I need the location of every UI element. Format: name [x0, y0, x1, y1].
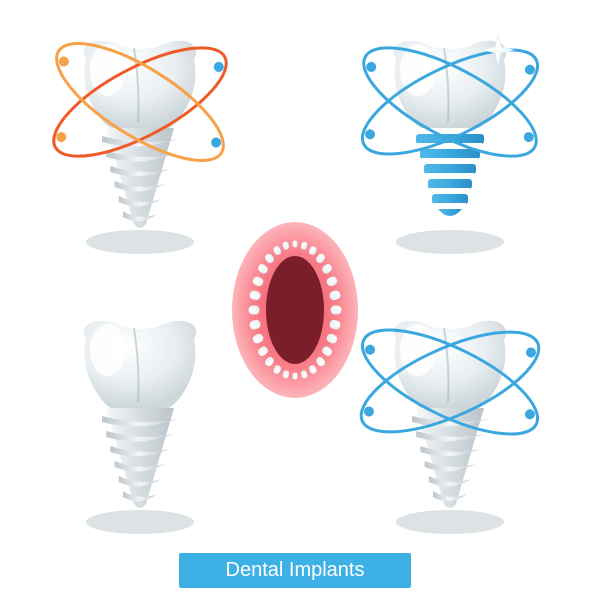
dental-arch-icon	[230, 220, 360, 400]
tooth-implant-icon	[350, 300, 550, 540]
implant-bottom-left	[40, 300, 240, 540]
tooth-implant-icon	[40, 300, 240, 540]
tooth-implant-icon	[40, 20, 240, 260]
mouth-top-view-icon	[230, 220, 360, 400]
implant-top-right	[350, 20, 550, 260]
dental-infographic: Dental Implants	[0, 0, 590, 600]
implant-top-left	[40, 20, 240, 260]
title-bar: Dental Implants	[179, 553, 411, 588]
tooth-implant-icon	[350, 20, 550, 260]
title-text: Dental Implants	[226, 559, 365, 581]
implant-bottom-right	[350, 300, 550, 540]
